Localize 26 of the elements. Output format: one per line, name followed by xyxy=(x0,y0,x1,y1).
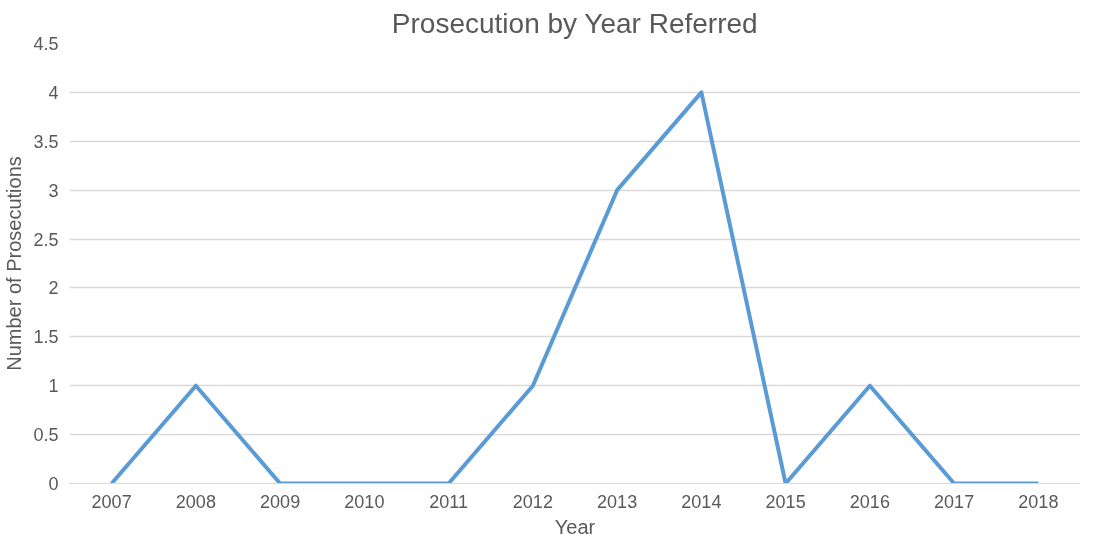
y-tick-label: 1.5 xyxy=(33,327,59,348)
y-tick-label: 2 xyxy=(48,278,59,299)
x-tick-label: 2018 xyxy=(1018,491,1059,512)
x-tick-label: 2012 xyxy=(512,491,553,512)
x-tick-label: 2015 xyxy=(765,491,806,512)
y-axis-title: Number of Prosecutions xyxy=(3,156,26,371)
x-axis-title: Year xyxy=(554,515,596,538)
chart-title: Prosecution by Year Referred xyxy=(391,7,758,39)
y-tick-label: 4.5 xyxy=(33,34,59,54)
x-tick-label: 2010 xyxy=(344,491,385,512)
x-tick-label: 2008 xyxy=(175,491,216,512)
y-tick-label: 0 xyxy=(48,474,59,494)
x-tick-label: 2016 xyxy=(849,491,890,512)
x-tick-label: 2009 xyxy=(260,491,301,512)
y-tick-label: 3 xyxy=(48,180,59,201)
y-tick-label: 4 xyxy=(48,82,59,103)
y-tick-label: 2.5 xyxy=(33,229,59,250)
y-tick-label: 0.5 xyxy=(33,425,59,446)
y-tick-label: 3.5 xyxy=(33,131,59,152)
y-tick-label: 1 xyxy=(48,376,59,397)
x-tick-label: 2014 xyxy=(681,491,722,512)
x-tick-label: 2007 xyxy=(91,491,132,512)
x-tick-label: 2013 xyxy=(597,491,638,512)
x-tick-label: 2017 xyxy=(934,491,975,512)
x-tick-label: 2011 xyxy=(429,491,468,512)
line-series xyxy=(109,90,1041,484)
